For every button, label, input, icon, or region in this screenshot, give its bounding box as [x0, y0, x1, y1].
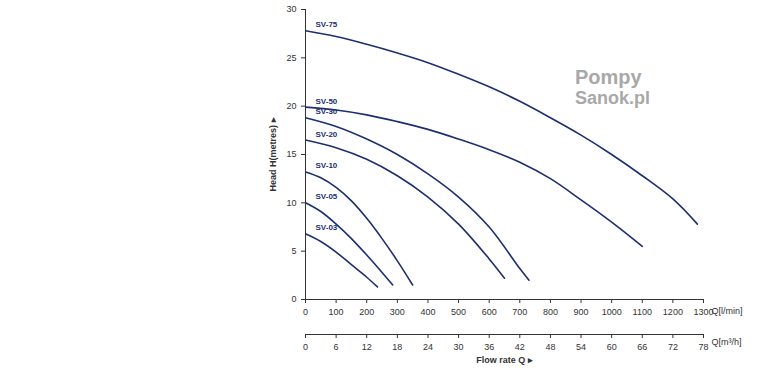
svg-text:1300: 1300: [693, 307, 713, 317]
svg-text:Flow rate Q ▸: Flow rate Q ▸: [476, 355, 533, 365]
svg-text:25: 25: [286, 53, 296, 63]
svg-text:20: 20: [286, 101, 296, 111]
svg-text:54: 54: [576, 342, 586, 352]
svg-text:Sanok.pl: Sanok.pl: [575, 88, 650, 108]
svg-text:700: 700: [512, 307, 527, 317]
svg-text:SV-75: SV-75: [316, 20, 338, 29]
svg-text:5: 5: [291, 246, 296, 256]
svg-text:100: 100: [329, 307, 344, 317]
svg-text:30: 30: [454, 342, 464, 352]
svg-text:SV-03: SV-03: [316, 223, 338, 232]
svg-text:Pompy: Pompy: [575, 66, 643, 88]
svg-text:15: 15: [286, 149, 296, 159]
svg-text:48: 48: [545, 342, 555, 352]
svg-text:800: 800: [543, 307, 558, 317]
svg-text:24: 24: [423, 342, 433, 352]
svg-text:60: 60: [607, 342, 617, 352]
svg-text:72: 72: [668, 342, 678, 352]
svg-text:0: 0: [291, 294, 296, 304]
svg-text:SV-50: SV-50: [316, 97, 338, 106]
svg-text:36: 36: [484, 342, 494, 352]
svg-text:SV-10: SV-10: [316, 161, 338, 170]
svg-text:42: 42: [515, 342, 525, 352]
svg-text:600: 600: [482, 307, 497, 317]
svg-text:200: 200: [359, 307, 374, 317]
svg-text:SV-30: SV-30: [316, 107, 338, 116]
svg-text:Q[m³/h]: Q[m³/h]: [712, 337, 742, 347]
svg-text:Head H(metres) ▸: Head H(metres) ▸: [268, 117, 278, 191]
svg-text:0: 0: [303, 342, 308, 352]
svg-text:6: 6: [334, 342, 339, 352]
svg-text:SV-20: SV-20: [316, 130, 338, 139]
svg-text:1000: 1000: [602, 307, 622, 317]
svg-text:400: 400: [420, 307, 435, 317]
svg-text:1100: 1100: [633, 307, 652, 317]
svg-text:Q[l/min]: Q[l/min]: [712, 306, 743, 316]
svg-text:SV-05: SV-05: [316, 192, 338, 201]
svg-text:300: 300: [390, 307, 405, 317]
svg-text:500: 500: [451, 307, 466, 317]
svg-text:0: 0: [303, 307, 308, 317]
svg-text:10: 10: [286, 198, 296, 208]
svg-text:78: 78: [698, 342, 708, 352]
svg-text:66: 66: [637, 342, 647, 352]
svg-text:18: 18: [392, 342, 402, 352]
svg-text:900: 900: [574, 307, 589, 317]
svg-text:30: 30: [286, 4, 296, 14]
svg-text:1200: 1200: [663, 307, 683, 317]
svg-text:12: 12: [362, 342, 372, 352]
